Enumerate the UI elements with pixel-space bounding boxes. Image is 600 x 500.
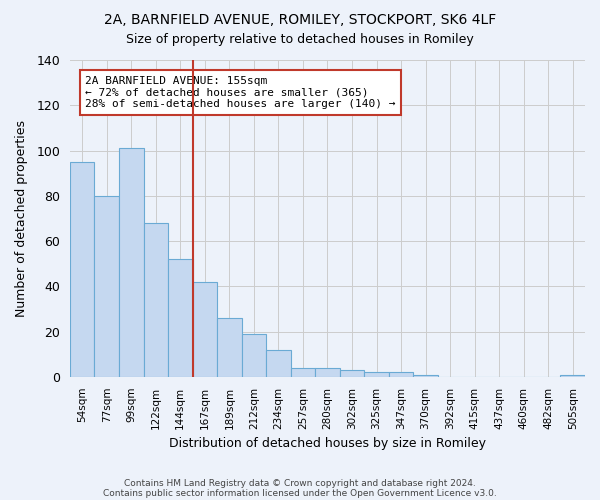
Text: Contains HM Land Registry data © Crown copyright and database right 2024.: Contains HM Land Registry data © Crown c… <box>124 478 476 488</box>
Bar <box>389 372 413 377</box>
Bar <box>560 374 585 377</box>
Bar <box>315 368 340 377</box>
Bar <box>70 162 94 377</box>
Bar <box>143 223 168 377</box>
Text: 2A, BARNFIELD AVENUE, ROMILEY, STOCKPORT, SK6 4LF: 2A, BARNFIELD AVENUE, ROMILEY, STOCKPORT… <box>104 12 496 26</box>
Bar <box>119 148 143 377</box>
Text: Contains public sector information licensed under the Open Government Licence v3: Contains public sector information licen… <box>103 488 497 498</box>
Bar <box>340 370 364 377</box>
Bar <box>364 372 389 377</box>
Text: Size of property relative to detached houses in Romiley: Size of property relative to detached ho… <box>126 32 474 46</box>
X-axis label: Distribution of detached houses by size in Romiley: Distribution of detached houses by size … <box>169 437 486 450</box>
Bar <box>413 374 438 377</box>
Bar <box>242 334 266 377</box>
Bar <box>266 350 290 377</box>
Bar <box>94 196 119 377</box>
Bar <box>217 318 242 377</box>
Y-axis label: Number of detached properties: Number of detached properties <box>15 120 28 317</box>
Text: 2A BARNFIELD AVENUE: 155sqm
← 72% of detached houses are smaller (365)
28% of se: 2A BARNFIELD AVENUE: 155sqm ← 72% of det… <box>85 76 396 109</box>
Bar <box>168 259 193 377</box>
Bar <box>290 368 315 377</box>
Bar <box>193 282 217 377</box>
